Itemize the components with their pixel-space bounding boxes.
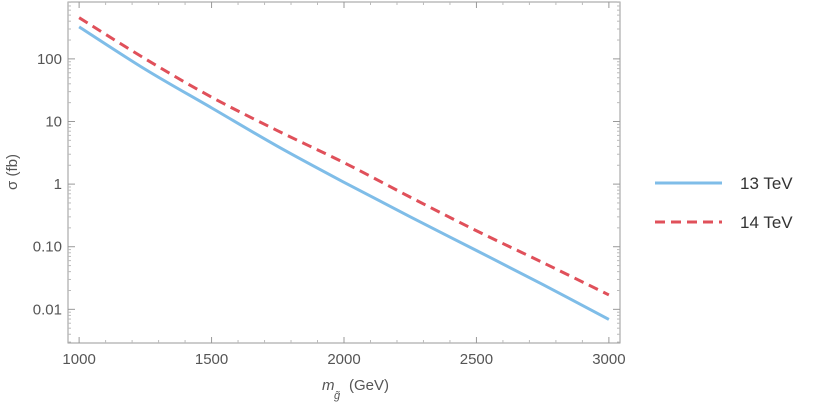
- x-tick-label: 1500: [195, 351, 228, 368]
- legend: 13 TeV 14 TeV: [655, 174, 793, 232]
- y-axis-label: σ (fb): [4, 154, 21, 190]
- y-tick-label: 100: [37, 51, 62, 68]
- legend-label: 14 TeV: [740, 213, 793, 232]
- y-tick-label: 10: [45, 113, 62, 130]
- y-tick-label: 0.01: [33, 301, 62, 318]
- x-tick-label: 3000: [592, 351, 625, 368]
- y-tick-label: 1: [54, 176, 62, 193]
- x-axis-label-main: m: [322, 377, 335, 394]
- x-axis-label-unit: (GeV): [349, 377, 389, 394]
- legend-label: 13 TeV: [740, 174, 793, 193]
- x-axis-label-sub: g̃: [334, 390, 341, 402]
- plot-frame: [67, 1, 621, 344]
- series-line-13-tev: [78, 25, 610, 321]
- series-line-14-tev: [78, 16, 610, 297]
- y-tick-label: 0.10: [33, 239, 62, 256]
- x-tick-label: 2000: [327, 351, 360, 368]
- x-tick-label: 2500: [460, 351, 493, 368]
- x-tick-label: 1000: [62, 351, 95, 368]
- x-axis-label: m g̃ (GeV): [322, 377, 389, 402]
